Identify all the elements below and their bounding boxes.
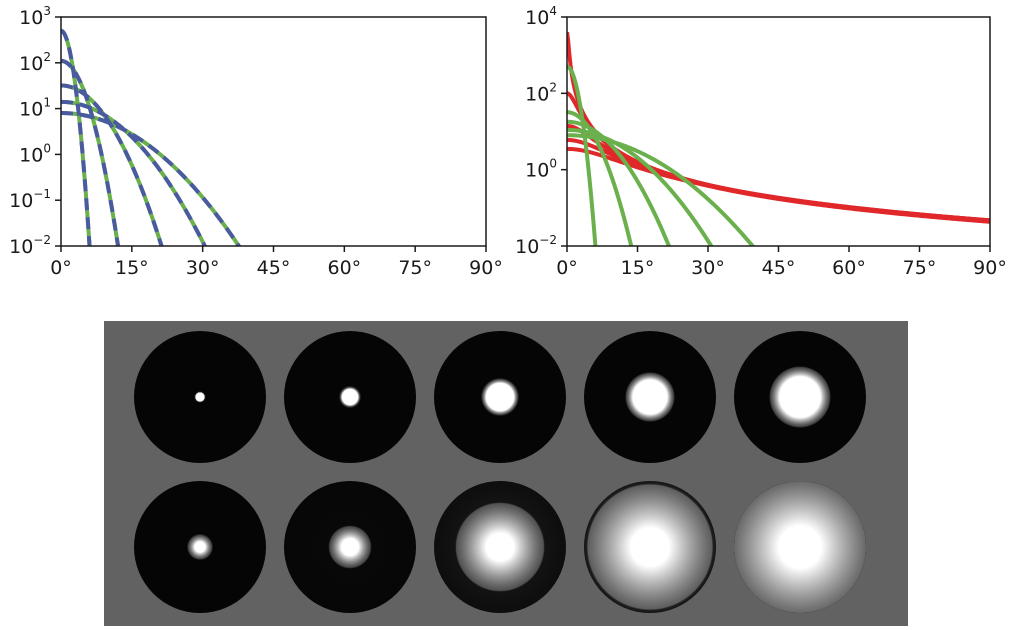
right-x-tick-label: 30° — [691, 257, 725, 279]
right-y-tick-label: 102 — [525, 80, 557, 105]
right-y-tick-label: 10−2 — [515, 233, 557, 258]
right-x-tick-label: 15° — [621, 257, 655, 279]
spot-glow — [434, 481, 566, 613]
spot-glow — [734, 481, 866, 613]
right-x-tick-label: 45° — [762, 257, 796, 279]
left-series-line-7 — [61, 58, 121, 246]
right-series-line-10 — [567, 133, 756, 246]
spot-glow — [584, 331, 716, 463]
left-x-tick-label: 15° — [115, 257, 149, 279]
chart-left: 0° 15° 30° 45° 60° 75° 90° 10−2 10−1 100 101 102 103 — [9, 4, 503, 279]
right-x-tick-label: 90° — [973, 257, 1007, 279]
left-y-tick-label: 101 — [19, 96, 51, 121]
chart-right: 0° 15° 30° 45° 60° 75° 90° 10−2 100 102 104 — [515, 4, 1007, 279]
left-y-tick-label: 10−1 — [9, 187, 51, 212]
right-y-tick-label: 104 — [525, 4, 557, 29]
left-series-line-8 — [61, 83, 164, 246]
spot-glow — [134, 481, 266, 613]
right-x-tick-label: 75° — [903, 257, 937, 279]
spot-glow — [284, 481, 416, 613]
left-series-line-10 — [61, 111, 242, 246]
spot-glow — [734, 331, 866, 463]
right-y-tick-label: 100 — [525, 157, 557, 182]
spot-image-svg — [134, 331, 866, 613]
right-axes-frame — [566, 16, 991, 247]
left-series-line-9 — [61, 99, 208, 246]
right-series-line-2 — [567, 91, 990, 224]
right-x-tick-label: 60° — [832, 257, 866, 279]
left-y-tick-label: 103 — [19, 4, 51, 29]
left-x-tick-label: 75° — [398, 257, 432, 279]
right-series-line-5 — [567, 146, 990, 223]
spot-glow — [584, 481, 716, 613]
right-series-line-9 — [567, 127, 714, 246]
spot-glow — [434, 331, 566, 463]
left-y-tick-label: 100 — [19, 141, 51, 166]
left-series-line-2 — [61, 58, 121, 246]
left-y-tick-label: 10−2 — [9, 233, 51, 258]
left-series-line-6 — [61, 28, 92, 246]
right-series-line-7 — [567, 110, 634, 246]
left-x-tick-label: 30° — [186, 257, 220, 279]
left-x-tick-label: 0° — [50, 257, 72, 279]
spot-image-panel — [104, 321, 908, 626]
right-series-line-8 — [567, 119, 672, 246]
left-y-tick-label: 102 — [19, 50, 51, 75]
right-series-line-3 — [567, 123, 990, 224]
left-x-tick-label: 60° — [327, 257, 361, 279]
left-x-tick-label: 90° — [469, 257, 503, 279]
charts-svg: 0° 15° 30° 45° 60° 75° 90° 10−2 10−1 100 101 102 103… — [9, 4, 1007, 279]
right-series-line-1 — [567, 31, 990, 224]
left-series-line-1 — [61, 28, 92, 246]
spot-glow — [134, 331, 266, 463]
spot-glow — [284, 331, 416, 463]
right-x-tick-label: 0° — [556, 257, 578, 279]
left-x-tick-label: 45° — [257, 257, 291, 279]
